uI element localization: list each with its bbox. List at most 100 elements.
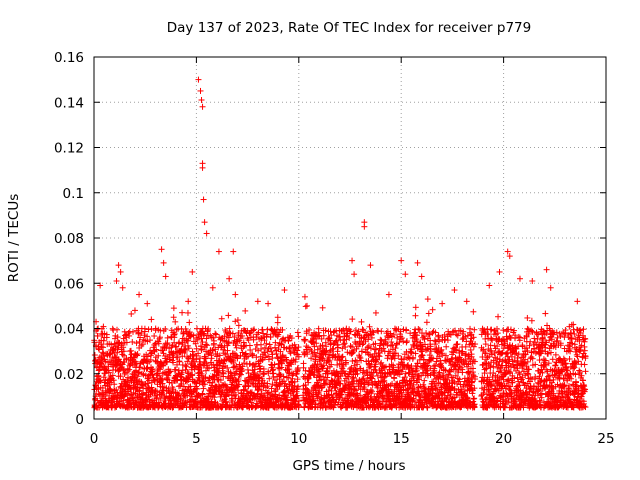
data-point — [95, 390, 102, 397]
data-point — [257, 341, 264, 348]
data-point — [208, 355, 215, 362]
data-point — [124, 374, 131, 381]
data-point — [220, 370, 227, 377]
data-point — [125, 330, 132, 337]
data-point — [120, 348, 127, 355]
data-point — [186, 319, 193, 326]
data-point — [242, 307, 249, 314]
data-point — [251, 326, 258, 333]
data-point — [153, 394, 160, 401]
data-point — [146, 337, 153, 344]
data-point — [240, 360, 247, 367]
data-point — [114, 334, 121, 341]
data-point — [96, 377, 103, 384]
data-point — [137, 364, 144, 371]
data-point — [144, 380, 151, 387]
data-point — [160, 362, 167, 369]
data-point — [134, 373, 141, 380]
data-point — [159, 370, 166, 377]
data-point — [225, 312, 232, 319]
data-point — [200, 385, 207, 392]
data-point — [126, 332, 133, 339]
data-point — [152, 387, 159, 394]
data-point — [110, 377, 117, 384]
data-point — [152, 325, 159, 332]
data-point — [95, 367, 102, 374]
data-point — [101, 379, 108, 386]
data-point — [147, 356, 154, 363]
data-point — [156, 372, 163, 379]
data-point — [159, 380, 166, 387]
data-point — [97, 377, 104, 384]
data-point — [232, 318, 239, 325]
data-point — [134, 351, 141, 358]
data-point — [159, 390, 166, 397]
data-point — [124, 367, 131, 374]
data-point — [172, 318, 179, 325]
data-point — [149, 366, 156, 373]
data-point — [137, 334, 144, 341]
data-point — [96, 346, 103, 353]
data-points — [91, 76, 589, 411]
data-point — [130, 328, 137, 335]
data-point — [162, 395, 169, 402]
data-point — [127, 347, 134, 354]
data-point — [235, 322, 242, 329]
data-point — [136, 338, 143, 345]
data-point — [157, 334, 164, 341]
data-point — [154, 370, 161, 377]
data-point — [108, 341, 115, 348]
data-point — [123, 339, 130, 346]
data-point — [144, 333, 151, 340]
data-point — [164, 334, 171, 341]
data-point — [141, 325, 148, 332]
data-point — [151, 333, 158, 340]
data-point — [91, 352, 98, 359]
data-point — [144, 353, 151, 360]
data-point — [139, 390, 146, 397]
data-point — [113, 386, 120, 393]
data-point — [138, 378, 145, 385]
data-point — [109, 372, 116, 379]
data-point — [246, 360, 253, 367]
data-point — [136, 387, 143, 394]
data-point — [114, 326, 121, 333]
data-point — [119, 383, 126, 390]
data-point — [134, 352, 141, 359]
data-point — [100, 323, 107, 330]
data-point — [120, 335, 127, 342]
data-point — [100, 344, 107, 351]
data-point — [155, 340, 162, 347]
data-point — [128, 310, 135, 317]
data-point — [100, 374, 107, 381]
data-point — [218, 315, 225, 322]
data-point — [162, 352, 169, 359]
grid-lines — [94, 57, 606, 419]
data-point — [155, 352, 162, 359]
data-point — [144, 338, 151, 345]
data-point — [148, 350, 155, 357]
data-point — [105, 367, 112, 374]
data-point — [111, 381, 118, 388]
data-point — [118, 340, 125, 347]
data-point — [193, 325, 200, 332]
data-point — [170, 314, 177, 321]
data-point — [149, 368, 156, 375]
data-point — [109, 325, 116, 332]
data-point — [246, 342, 253, 349]
data-point — [129, 338, 136, 345]
data-point — [94, 332, 101, 339]
data-point — [136, 384, 143, 391]
data-point — [133, 340, 140, 347]
data-point — [134, 388, 141, 395]
data-point — [164, 340, 171, 347]
data-point — [121, 370, 128, 377]
data-point — [103, 331, 110, 338]
data-point — [117, 373, 124, 380]
data-point — [106, 351, 113, 358]
chart-title: Day 137 of 2023, Rate Of TEC Index for r… — [167, 20, 531, 36]
data-point — [119, 351, 126, 358]
data-point — [184, 309, 191, 316]
